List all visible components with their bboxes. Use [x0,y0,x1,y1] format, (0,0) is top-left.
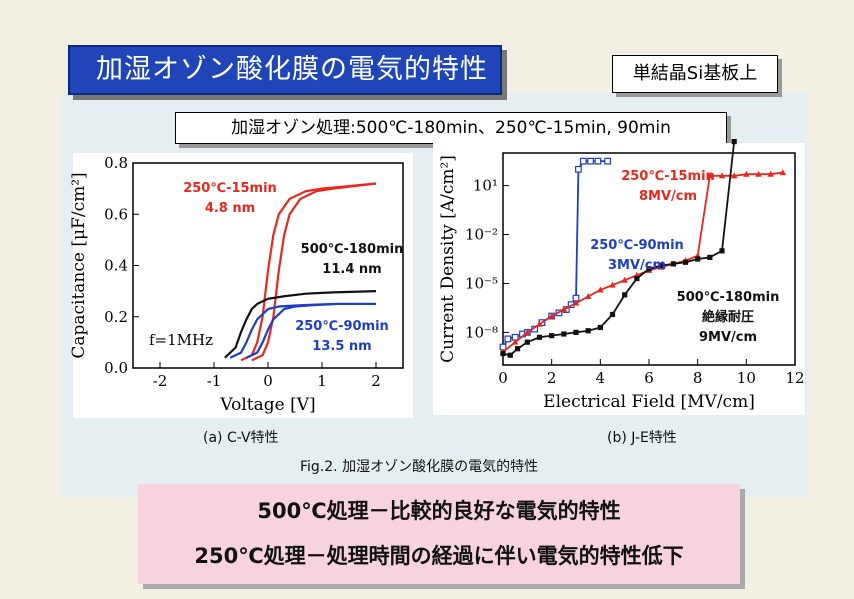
je-data-point [573,329,579,335]
je-y-tick-label: 10⁻⁵ [465,274,498,292]
je-data-point [597,324,603,331]
je-data-point [585,328,591,334]
cv-x-axis-label: Voltage [V] [219,395,315,415]
je-data-point [579,157,587,165]
cv-x-tick-label: 1 [317,372,327,390]
je-y-tick-label: 10⁻² [465,226,498,244]
je-data-point [621,276,628,283]
je-series-label: 絶縁耐圧 [701,309,754,325]
je-y-tick-label: 10⁻⁸ [465,323,498,341]
je-data-point [524,339,530,345]
je-data-point [524,328,531,335]
je-x-tick-label: 0 [498,369,508,387]
je-x-tick-label: 10 [737,369,756,387]
je-x-tick-label: 2 [547,369,557,387]
cv-series-line [251,182,377,362]
cv-y-axis-label: Capacitance [μF/cm²] [69,172,89,358]
cv-series-line [240,182,377,362]
cv-series-line [245,302,376,359]
je-data-point [536,320,543,327]
je-data-point [658,262,664,269]
je-data-point [622,292,628,298]
je-data-point [572,299,580,306]
cv-x-tick-label: 2 [371,372,381,390]
je-data-point [604,157,612,165]
je-data-point [634,275,640,282]
cv-y-tick-label: 0.6 [104,205,128,223]
je-data-point [682,259,689,265]
caption-a: (a) C-V特性 [203,430,279,446]
cv-series-line [224,290,377,359]
je-data-point [515,346,521,352]
cv-annotation: f=1MHz [149,331,213,349]
je-series-label: 250℃-15min [621,169,715,184]
cv-series-label: 250℃-15min [183,181,277,196]
cv-x-tick-label: -1 [207,372,222,390]
je-data-point [584,293,592,300]
cv-series-label: 13.5 nm [312,339,371,354]
cv-series-label: 250℃-90min [295,319,389,334]
je-data-point [718,172,726,179]
caption-b: (b) J-E特性 [607,430,677,446]
slide-title: 加湿オゾン酸化膜の電気的特性 [68,45,502,95]
cv-y-tick-label: 0.0 [104,359,128,377]
cv-y-tick-label: 0.2 [104,308,128,326]
je-x-tick-label: 8 [693,369,703,387]
je-data-point [597,286,604,293]
cv-series-label: 11.4 nm [322,262,381,277]
je-data-point [561,331,567,337]
cv-series-label: 4.8 nm [205,201,255,216]
summary-line-1: 500℃処理－比較的良好な電気的特性 [257,499,621,523]
je-data-point [560,306,568,313]
je-y-tick-label: 10¹ [473,177,498,195]
je-data-point [609,281,616,288]
je-data-point [587,157,594,165]
cv-x-tick-label: -2 [153,372,168,390]
je-data-point [743,170,750,177]
cv-plot-background [73,153,413,418]
je-x-tick-label: 6 [644,369,654,387]
figure-caption: Fig.2. 加湿オゾン酸化膜の電気的特性 [300,459,539,475]
je-series-label: 9MV/cm [699,330,757,345]
je-data-point [730,172,738,179]
je-data-point [504,335,512,343]
je-data-point [511,338,519,345]
je-x-axis-label: Electrical Field [MV/cm] [543,392,755,412]
je-data-point [548,312,555,319]
je-data-point [719,248,725,254]
cv-x-tick-label: 0 [263,372,273,390]
je-data-point [767,170,774,177]
je-data-point [706,172,714,179]
je-data-point [549,333,555,339]
je-y-axis-label: Current Density [A/cm²] [438,155,458,363]
je-series-label: 250℃-90min [590,238,684,253]
je-series-label: 3MV/cm [608,258,666,273]
cv-y-tick-label: 0.4 [104,257,128,275]
je-data-point [609,311,616,318]
je-plot-background [433,143,805,415]
je-data-point [731,138,737,145]
je-series-label: 500℃-180min [677,290,780,305]
je-data-point [507,352,513,358]
je-data-point [670,261,676,267]
je-data-point [500,350,506,357]
je-data-point [575,165,582,173]
je-data-point [695,256,701,262]
je-series-label: 8MV/cm [639,189,697,204]
je-x-tick-label: 12 [785,369,804,387]
cv-y-tick-label: 0.8 [104,154,128,172]
cv-series-label: 500℃-180min [301,242,404,257]
je-data-point [755,170,762,177]
je-data-point [594,157,602,165]
summary-line-2: 250℃処理－処理時間の経過に伴い電気的特性低下 [194,544,684,568]
je-data-point [779,169,787,176]
substrate-tag: 単結晶Si基板上 [612,55,778,93]
je-data-point [536,334,543,340]
summary-box: 500℃処理－比較的良好な電気的特性 250℃処理－処理時間の経過に伴い電気的特… [138,484,740,584]
je-data-point [646,266,652,272]
je-x-tick-label: 4 [596,369,606,387]
je-data-point [707,254,713,260]
